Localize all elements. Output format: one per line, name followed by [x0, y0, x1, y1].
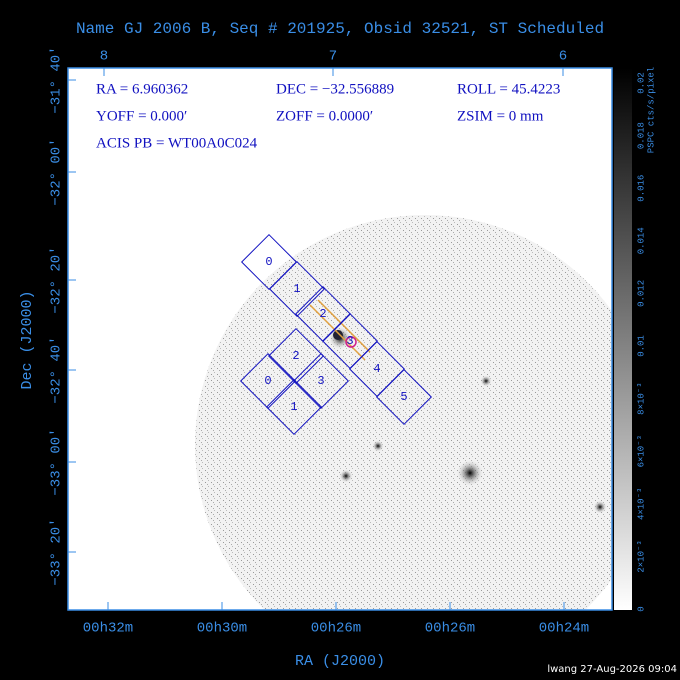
colorbar [614, 68, 632, 610]
chip [292, 352, 350, 410]
info-text: ACIS PB = WT00A0C024 [96, 135, 258, 151]
chip [240, 233, 298, 291]
info-text: YOFF = 0.000′ [96, 108, 187, 124]
colorbar-label: 2×10⁻³ [636, 540, 646, 572]
image: 0 1 2 3 4 5 0 1 2 3 [195, 215, 612, 610]
info-text: ZSIM = 0 mm [457, 108, 544, 124]
bottom-tick-label: 00h26m [425, 621, 475, 637]
colorbar-unit: PSPC cts/s/pixel [646, 67, 656, 153]
left-tick-label: −32° 00′ [49, 138, 65, 205]
info-text: ZOFF = 0.0000′ [276, 108, 373, 124]
left-tick-label: −31° 40′ [49, 46, 65, 113]
colorbar-label: 0.012 [636, 280, 646, 307]
chip-label: 2 [319, 307, 326, 321]
chip-label: 2 [292, 349, 299, 363]
chip-label: 3 [317, 374, 324, 388]
chip [265, 378, 323, 436]
chip-label: 1 [293, 282, 300, 296]
bottom-tick-label: 00h24m [539, 621, 589, 637]
colorbar-label: 8×10⁻³ [636, 382, 646, 414]
info-text: DEC = −32.556889 [276, 81, 394, 97]
chip-label: 3 [346, 334, 353, 348]
left-tick-label: −32° 20′ [49, 246, 65, 313]
chip-label: 5 [400, 390, 407, 404]
bottom-tick-label: 00h30m [197, 621, 247, 637]
colorbar-label: 4×10⁻³ [636, 488, 646, 520]
colorbar-label: 0.02 [636, 72, 646, 94]
colorbar-label: 0.014 [636, 227, 646, 254]
chip [268, 260, 326, 318]
chip-label: 1 [290, 400, 297, 414]
chip [375, 368, 433, 426]
left-tick-label: −33° 00′ [49, 428, 65, 495]
chip-label: 0 [264, 374, 271, 388]
colorbar-label: 6×10⁻³ [636, 435, 646, 467]
chip-label: 0 [265, 255, 272, 269]
top-tick-label: 7 [329, 49, 337, 65]
info-text: ROLL = 45.4223 [457, 81, 560, 97]
bottom-tick-label: 00h26m [311, 621, 361, 637]
title: Name GJ 2006 B, Seq # 201925, Obsid 3252… [76, 20, 604, 38]
x-axis-label: RA (J2000) [295, 653, 385, 670]
colorbar-label: 0.018 [636, 122, 646, 149]
footer: lwang 27-Aug-2026 09:04 [547, 664, 677, 675]
top-tick-label: 8 [100, 49, 108, 65]
y-axis-label: Dec (J2000) [19, 290, 36, 389]
left-tick-label: −32° 40′ [49, 336, 65, 403]
info-text: RA = 6.960362 [96, 81, 188, 97]
top-tick-label: 6 [559, 49, 567, 65]
left-tick-label: −33° 20′ [49, 518, 65, 585]
plot-frame [67, 67, 613, 611]
chip-label: 4 [373, 362, 380, 376]
colorbar-label: 0.01 [636, 335, 646, 357]
colorbar-label: 0 [636, 606, 646, 611]
colorbar-label: 0.016 [636, 175, 646, 202]
bottom-tick-label: 00h32m [83, 621, 133, 637]
